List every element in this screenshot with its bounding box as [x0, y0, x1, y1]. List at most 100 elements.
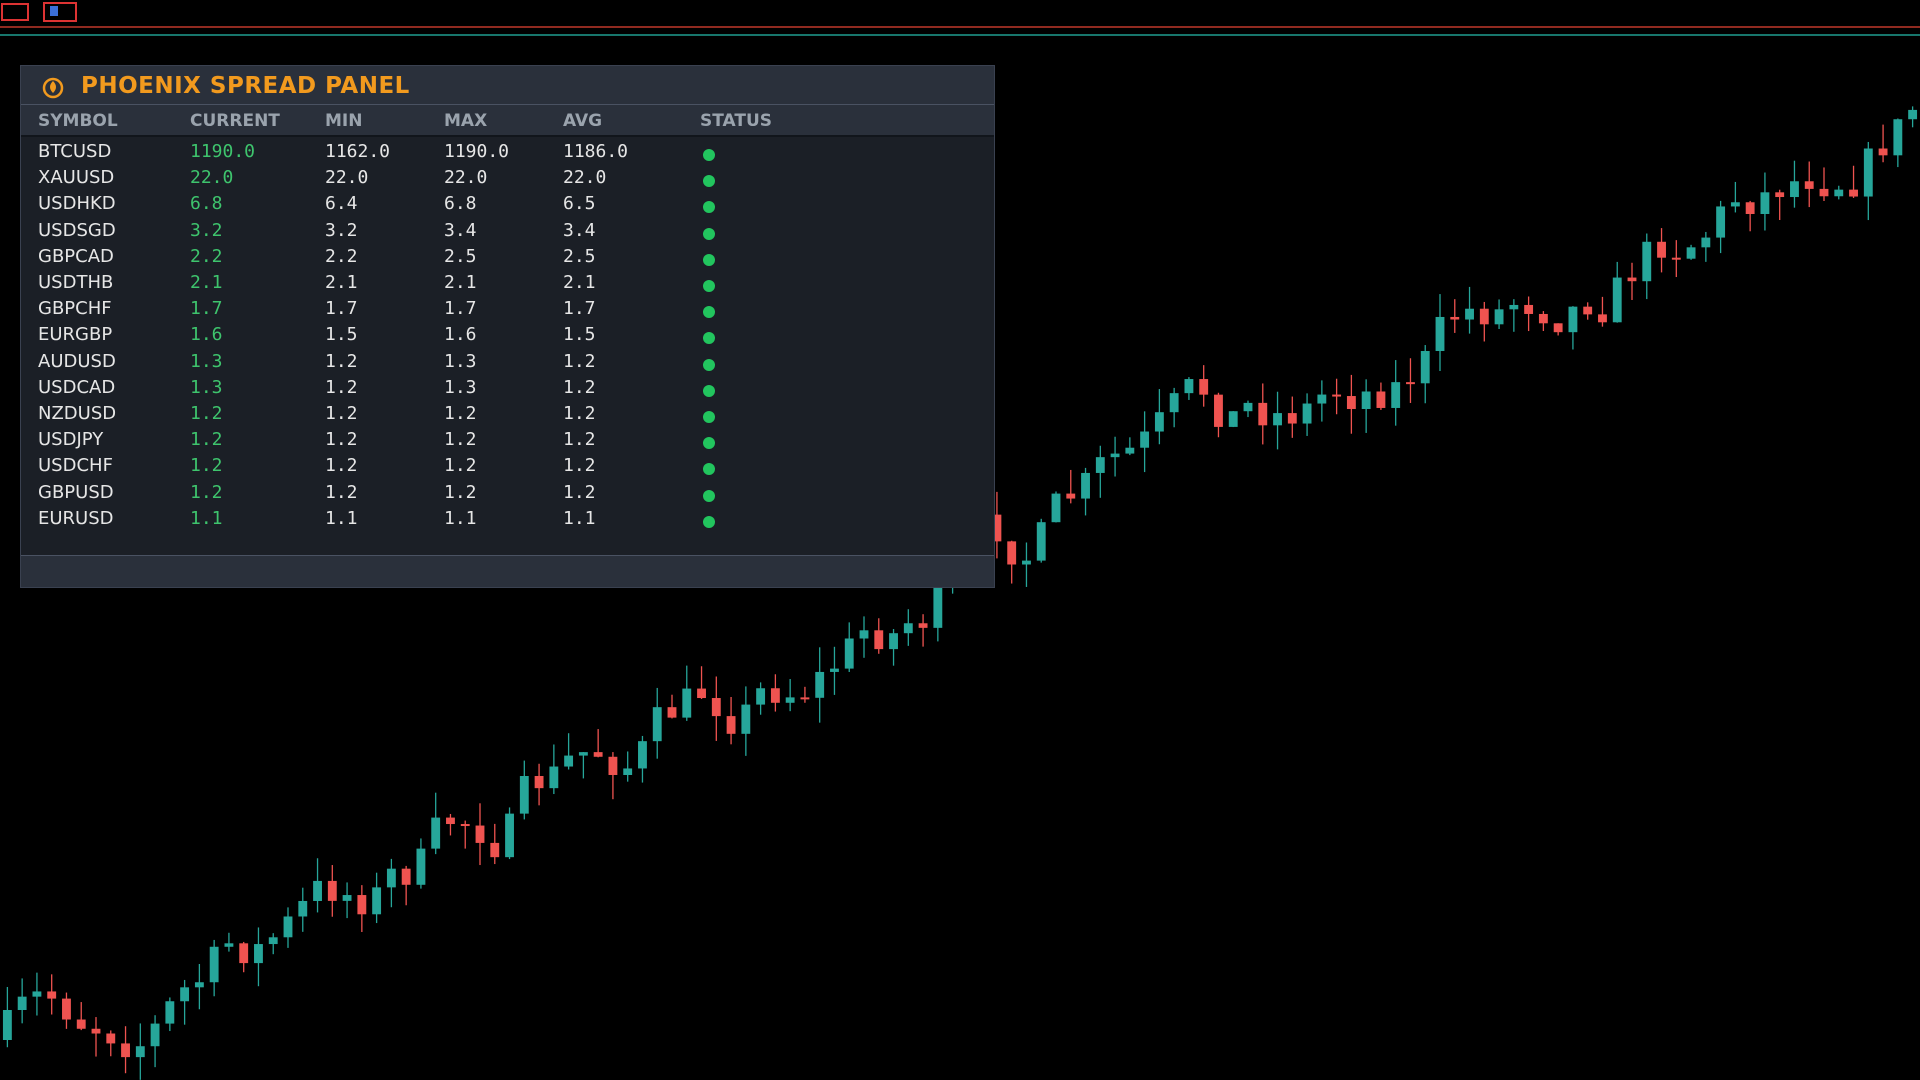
candle-body	[62, 998, 71, 1020]
status-dot	[703, 149, 715, 161]
candle-body	[1598, 314, 1607, 323]
max-cell: 1190.0	[444, 141, 510, 162]
symbol-cell: USDCAD	[38, 376, 116, 398]
candle-body	[1243, 402, 1253, 412]
avg-cell: 1186.0	[563, 141, 629, 162]
candle-body	[17, 996, 27, 1011]
symbol-cell: AUDUSD	[38, 350, 116, 372]
current-cell: 22.0	[190, 167, 234, 189]
min-cell: 1.2	[325, 481, 358, 503]
candle-body	[1790, 181, 1799, 198]
candle-body	[593, 752, 603, 757]
candle-body	[1214, 394, 1223, 427]
min-cell: 1.2	[325, 455, 358, 477]
max-cell: 3.4	[444, 219, 477, 241]
candle-body	[1450, 316, 1460, 320]
candle-body	[1745, 202, 1755, 215]
avg-cell: 1.2	[563, 481, 596, 503]
candle-body	[298, 900, 308, 917]
current-cell: 1.3	[190, 350, 223, 372]
current-cell: 1.2	[190, 429, 223, 451]
candle-body	[1819, 188, 1829, 197]
candle-body	[1376, 391, 1386, 408]
status-dot	[703, 253, 715, 266]
candle-body	[1849, 189, 1858, 197]
candle-body	[711, 698, 721, 717]
status-dot	[703, 384, 715, 397]
min-cell: 1162.0	[325, 141, 391, 162]
candle-body	[534, 776, 544, 789]
current-cell: 3.2	[190, 219, 223, 241]
avg-cell: 1.2	[563, 455, 596, 477]
candle-body	[770, 688, 780, 703]
candle-body	[1701, 237, 1711, 248]
candle-body	[1908, 109, 1918, 120]
candle-body	[549, 766, 559, 789]
candle-body	[1671, 257, 1681, 260]
candle-body	[992, 514, 1002, 542]
max-cell: 1.3	[444, 376, 477, 398]
candle-body	[1420, 351, 1430, 384]
min-cell: 2.1	[325, 272, 358, 293]
candle-body	[446, 817, 455, 825]
avg-cell: 1.1	[563, 507, 596, 529]
symbol-cell: BTCUSD	[38, 141, 112, 162]
symbol-cell: NZDUSD	[38, 403, 117, 424]
status-dot	[703, 280, 715, 292]
toolbar-icon[interactable]	[43, 2, 77, 22]
min-cell: 6.4	[325, 193, 358, 215]
avg-cell: 1.2	[563, 376, 596, 398]
candle-body	[1553, 323, 1563, 333]
max-cell: 1.2	[444, 429, 477, 451]
status-dot	[703, 437, 715, 450]
min-cell: 1.5	[325, 324, 358, 346]
spread-panel: PHOENIX SPREAD PANEL SYMBOL CURRENT MIN MAX…	[20, 65, 995, 588]
candle-body	[357, 895, 367, 915]
candle-body	[1317, 394, 1327, 404]
candle-body	[519, 776, 529, 814]
candle-body	[1036, 522, 1046, 561]
avg-cell: 1.7	[563, 298, 596, 320]
min-cell: 1.2	[325, 350, 358, 372]
candle-body	[1538, 313, 1548, 324]
candle-body	[283, 916, 293, 938]
candle-body	[682, 688, 692, 718]
column-header: MIN	[325, 111, 363, 131]
candle-body	[1716, 206, 1726, 238]
column-header: STATUS	[700, 111, 773, 131]
candle-body	[1332, 394, 1342, 397]
candles	[2, 106, 1918, 1080]
candle-body	[1273, 413, 1282, 426]
max-cell: 1.1	[444, 507, 477, 529]
candle-body	[1110, 453, 1120, 458]
column-header: MAX	[444, 111, 488, 131]
candle-body	[1066, 493, 1076, 499]
candle-body	[638, 741, 647, 769]
candle-body	[1125, 447, 1135, 454]
current-cell: 1.7	[190, 298, 223, 320]
candle-body	[741, 704, 751, 734]
candle-body	[268, 937, 278, 945]
candle-body	[254, 944, 263, 964]
candle-body	[460, 824, 470, 827]
candle-body	[1479, 308, 1489, 325]
max-cell: 1.7	[444, 298, 477, 320]
candle-body	[1406, 382, 1415, 385]
avg-cell: 1.2	[563, 403, 596, 424]
candle-body	[1346, 396, 1356, 410]
candle-body	[918, 623, 928, 628]
candle-body	[859, 630, 869, 639]
candle-body	[903, 623, 913, 634]
candle-body	[933, 586, 943, 628]
max-cell: 1.3	[444, 350, 477, 372]
symbol-cell: GBPCHF	[38, 298, 112, 320]
symbol-cell: USDSGD	[38, 219, 116, 241]
column-header: CURRENT	[190, 111, 280, 131]
status-dot	[703, 201, 715, 214]
current-cell: 1.2	[190, 455, 223, 477]
toolbar-icon[interactable]	[1, 3, 29, 21]
candle-body	[1095, 457, 1105, 473]
candle-body	[1760, 192, 1770, 215]
